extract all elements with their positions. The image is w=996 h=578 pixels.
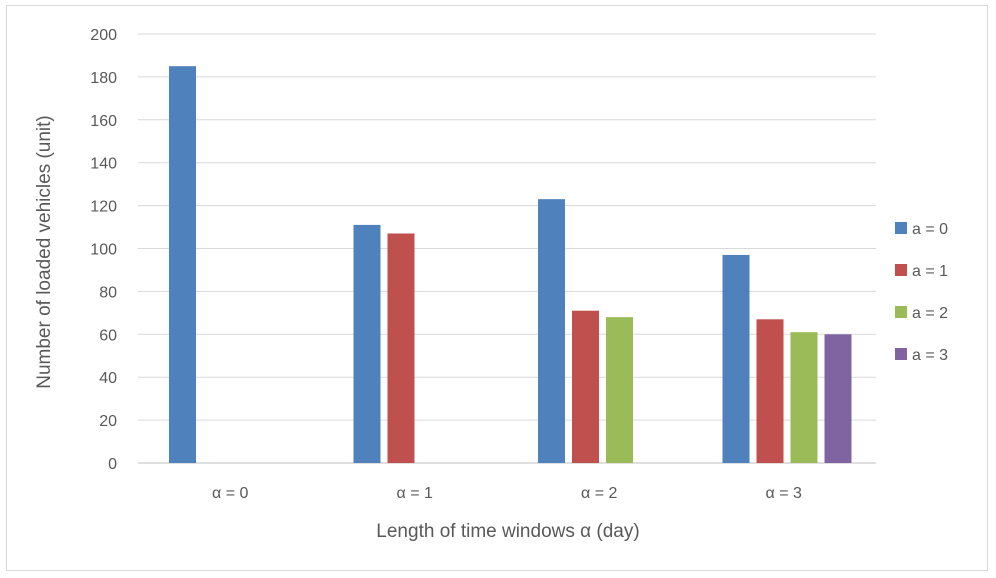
x-tick-label: α = 2 xyxy=(581,485,617,502)
bar-2-3 xyxy=(790,332,818,463)
x-tick-label: α = 1 xyxy=(397,485,433,502)
y-tick-label: 120 xyxy=(90,199,117,216)
bar-1-2 xyxy=(572,310,599,463)
bars xyxy=(169,66,852,464)
y-tick-label: 100 xyxy=(90,242,117,259)
gridlines xyxy=(138,33,876,464)
y-tick-label: 200 xyxy=(90,27,117,44)
x-tick-label: α = 3 xyxy=(766,485,802,502)
y-tick-label: 60 xyxy=(99,327,117,344)
legend-label: a = 0 xyxy=(912,221,948,238)
legend-swatch xyxy=(895,264,907,276)
bar-2-2 xyxy=(606,317,633,463)
y-tick-label: 140 xyxy=(90,156,117,173)
bar-0-0 xyxy=(169,66,196,464)
legend-label: a = 1 xyxy=(912,263,948,280)
y-tick-label: 80 xyxy=(99,284,117,301)
bar-1-3 xyxy=(756,319,784,463)
x-tick-labels: α = 0 α = 1 α = 2 α = 3 xyxy=(212,485,802,502)
x-axis-label: Length of time windows α (day) xyxy=(376,521,639,542)
legend-swatch xyxy=(895,348,907,360)
legend-swatch xyxy=(895,222,907,234)
bar-0-3 xyxy=(722,254,750,463)
bar-0-2 xyxy=(538,199,565,464)
legend-label: a = 3 xyxy=(912,347,948,364)
y-tick-label: 180 xyxy=(90,70,117,87)
y-tick-labels: 0 20 40 60 80 100 120 140 160 180 200 xyxy=(90,27,117,473)
x-tick-label: α = 0 xyxy=(212,485,248,502)
y-tick-label: 20 xyxy=(99,413,117,430)
legend: a = 0 a = 1 a = 2 a = 3 xyxy=(895,221,948,364)
legend-swatch xyxy=(895,306,907,318)
legend-label: a = 2 xyxy=(912,305,948,322)
y-tick-label: 160 xyxy=(90,113,117,130)
y-axis-label: Number of loaded vehicles (unit) xyxy=(34,115,55,389)
y-tick-label: 0 xyxy=(108,456,117,473)
y-tick-label: 40 xyxy=(99,370,117,387)
bar-3-3 xyxy=(824,334,852,463)
bar-1-1 xyxy=(387,233,415,463)
bar-0-1 xyxy=(353,224,381,463)
